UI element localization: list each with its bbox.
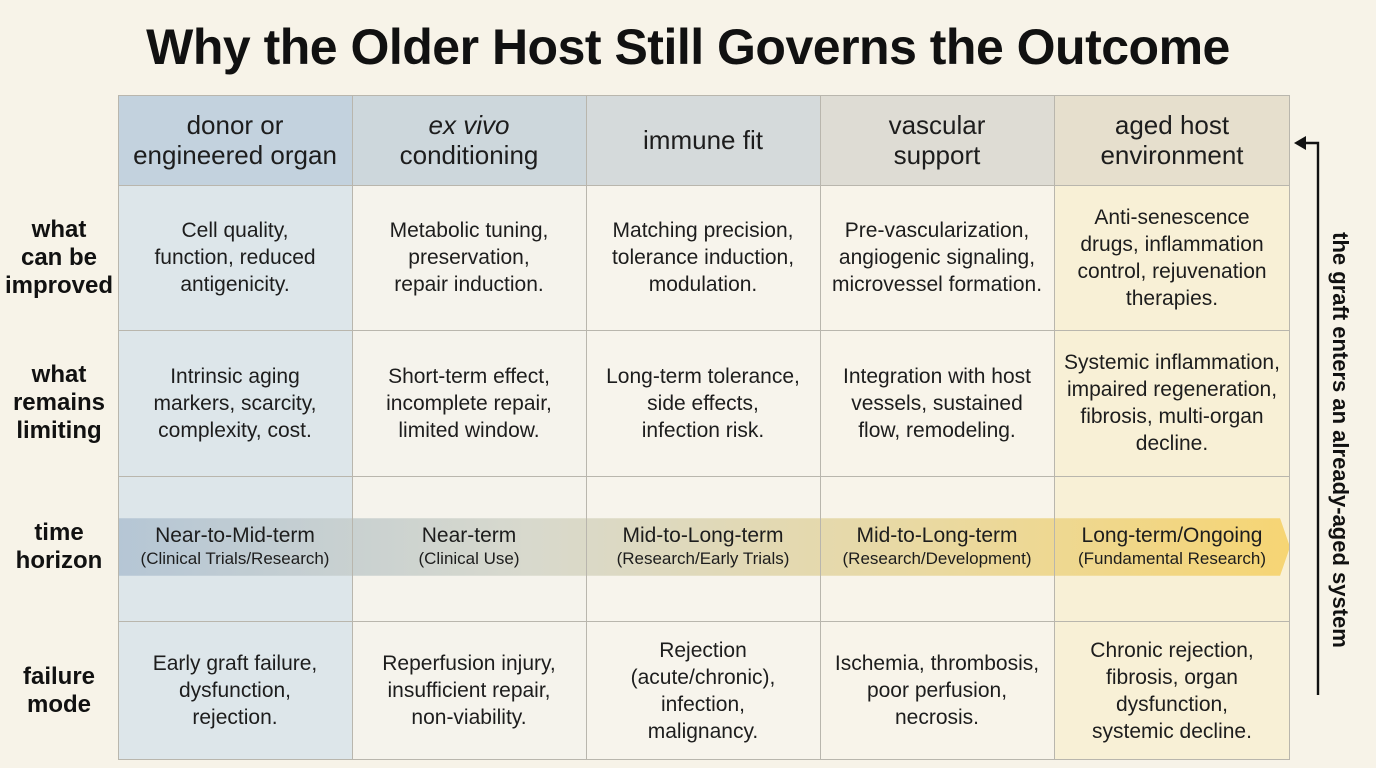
table-cell: Matching precision, tolerance induction, m… [611, 219, 795, 296]
col-bg-3 [586, 95, 820, 760]
column-header-donor-organ: donor or engineered organ [133, 110, 337, 170]
row-label-time-horizon: time horizon [15, 519, 103, 574]
table-cell: Anti-senescence drugs, inflammation contro… [1077, 205, 1267, 310]
table-border [118, 95, 1290, 760]
table-cell: Systemic inflammation, impaired regenerat… [1064, 351, 1280, 455]
divider [118, 185, 1290, 186]
divider [118, 476, 1290, 477]
timeline-cell: Mid-to-Long-term (Research/Early Trials) [616, 524, 790, 568]
arrow-left-icon [1294, 136, 1320, 695]
table-cell: Rejection (acute/chronic), infection, malig… [630, 638, 776, 743]
row-label-what-can-be-improved: what can be improved [4, 215, 114, 299]
timeline-cell: Near-to-Mid-term (Clinical Trials/Researc… [140, 524, 330, 568]
divider [820, 95, 821, 760]
table-cell: Early graft failure, dysfunction, rejectio… [152, 652, 318, 729]
column-header-aged-host-environment: aged host environment [1100, 110, 1244, 170]
table-cell: Short-term effect, incomplete repair, limi… [386, 364, 552, 442]
divider [118, 621, 1290, 622]
col-bg-4 [820, 95, 1054, 760]
col-bg-2 [352, 95, 586, 760]
column-header-vascular-support: vascular support [888, 110, 986, 170]
column-header-immune-fit: immune fit [643, 125, 763, 155]
table-cell: Integration with host vessels, sustained f… [843, 364, 1031, 442]
timeline-cell: Mid-to-Long-term (Research/Development) [842, 524, 1032, 568]
table-cell: Cell quality, function, reduced antigenici… [154, 219, 316, 296]
table-cell: Long-term tolerance, side effects, infecti… [606, 364, 800, 442]
table-cell: Metabolic tuning, preservation, repair ind… [389, 219, 549, 296]
col-bg-5 [1054, 95, 1290, 760]
table-cell: Pre-vascularization, angiogenic signaling… [831, 219, 1043, 296]
table-cell: Intrinsic aging markers, scarcity, complex… [153, 364, 317, 442]
divider [1054, 95, 1055, 760]
row-label-failure-mode: failure mode [22, 662, 96, 718]
column-header-ex-vivo-conditioning: ex vivo conditioning [399, 110, 539, 170]
side-annotation: the graft enters an already-aged system [1328, 232, 1353, 648]
row-label-what-remains-limiting: what remains limiting [12, 361, 106, 444]
table-cell: Reperfusion injury, insufficient repair, n… [382, 652, 556, 729]
page-title: Why the Older Host Still Governs the Out… [146, 19, 1230, 75]
timeline-cell: Long-term/Ongoing (Fundamental Research) [1077, 524, 1267, 568]
col-bg-1 [118, 95, 352, 760]
comparison-table: donor or engineered organ ex vivo conditio… [118, 95, 1290, 760]
timeline-cell: Near-term (Clinical Use) [418, 524, 520, 568]
divider [118, 330, 1290, 331]
table-cell: Ischemia, thrombosis, poor perfusion, necr… [834, 652, 1040, 729]
time-horizon-band [118, 518, 1290, 576]
divider [352, 95, 353, 760]
divider [586, 95, 587, 760]
table-cell: Chronic rejection, fibrosis, organ dysfunc… [1090, 638, 1254, 743]
